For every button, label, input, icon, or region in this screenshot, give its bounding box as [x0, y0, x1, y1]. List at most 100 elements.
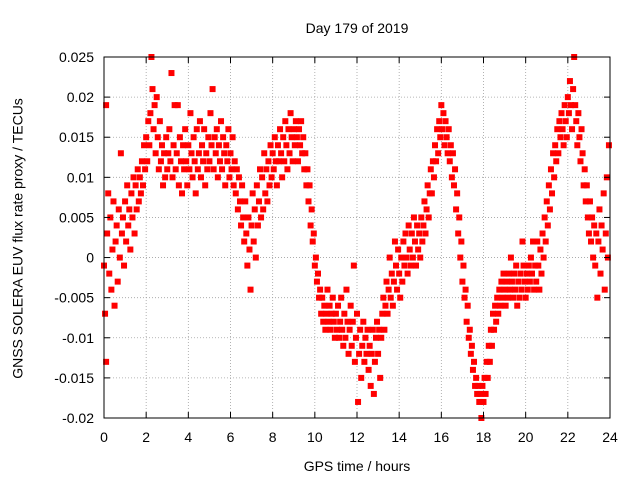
- data-point: [459, 278, 466, 285]
- data-point: [359, 342, 366, 349]
- data-point: [461, 294, 468, 301]
- data-point: [539, 230, 546, 237]
- data-point: [497, 302, 504, 309]
- data-point: [163, 134, 170, 141]
- data-point: [104, 230, 111, 237]
- data-point: [209, 86, 216, 93]
- data-point: [563, 134, 570, 141]
- data-point: [437, 134, 444, 141]
- data-point: [463, 318, 470, 325]
- data-point: [110, 198, 117, 205]
- data-point: [504, 294, 511, 301]
- y-tick-label: 0.02: [67, 89, 94, 105]
- data-point: [519, 238, 526, 245]
- data-point: [182, 126, 189, 133]
- data-point: [395, 246, 402, 253]
- data-point: [258, 214, 265, 221]
- data-point: [196, 118, 203, 125]
- data-point: [394, 286, 401, 293]
- data-point: [308, 206, 315, 213]
- data-point: [208, 142, 215, 149]
- data-point: [263, 166, 270, 173]
- data-point: [447, 142, 454, 149]
- data-point: [329, 294, 336, 301]
- data-point: [215, 142, 222, 149]
- data-point: [195, 150, 202, 157]
- data-point: [477, 390, 484, 397]
- data-point: [115, 206, 122, 213]
- data-point: [438, 102, 445, 109]
- data-point: [260, 206, 267, 213]
- data-point: [402, 230, 409, 237]
- data-point: [575, 110, 582, 117]
- data-point: [406, 246, 413, 253]
- data-points: [101, 54, 612, 421]
- data-point: [313, 278, 320, 285]
- data-point: [423, 206, 430, 213]
- data-point: [303, 182, 310, 189]
- data-point: [111, 302, 118, 309]
- data-point: [551, 174, 558, 181]
- data-point: [322, 326, 329, 333]
- data-point: [166, 126, 173, 133]
- data-point: [444, 150, 451, 157]
- data-point: [390, 278, 397, 285]
- data-point: [597, 270, 604, 277]
- axis-ticks: [103, 56, 611, 419]
- y-tick-label: 0: [86, 250, 94, 266]
- data-point: [596, 206, 603, 213]
- data-point: [164, 166, 171, 173]
- data-point: [230, 182, 237, 189]
- data-point: [286, 150, 293, 157]
- data-point: [214, 174, 221, 181]
- data-point: [124, 182, 131, 189]
- data-point: [435, 150, 442, 157]
- data-point: [565, 110, 572, 117]
- data-point: [464, 302, 471, 309]
- data-point: [593, 230, 600, 237]
- x-tick-labels: 0 2 4 6 8 10 12 14 16 18 20 22 24: [100, 429, 618, 445]
- data-point: [140, 182, 147, 189]
- data-point: [355, 398, 362, 405]
- data-point: [418, 214, 425, 221]
- data-point: [458, 238, 465, 245]
- data-point: [190, 134, 197, 141]
- data-point: [489, 310, 496, 317]
- data-point: [453, 206, 460, 213]
- data-point: [600, 190, 607, 197]
- data-point: [428, 190, 435, 197]
- data-point: [366, 342, 373, 349]
- data-point: [288, 134, 295, 141]
- data-point: [446, 158, 453, 165]
- data-point: [598, 222, 605, 229]
- data-point: [510, 294, 517, 301]
- data-point: [517, 270, 524, 277]
- data-point: [155, 166, 162, 173]
- data-point: [318, 310, 325, 317]
- data-point: [161, 150, 168, 157]
- data-point: [352, 334, 359, 341]
- data-point: [533, 278, 540, 285]
- data-point: [239, 182, 246, 189]
- data-point: [417, 254, 424, 261]
- data-point: [591, 222, 598, 229]
- data-point: [271, 134, 278, 141]
- data-point: [364, 326, 371, 333]
- data-point: [185, 142, 192, 149]
- data-point: [362, 334, 369, 341]
- data-point: [505, 270, 512, 277]
- data-point: [492, 302, 499, 309]
- data-point: [204, 166, 211, 173]
- data-point: [535, 262, 542, 269]
- data-point: [266, 182, 273, 189]
- data-point: [350, 262, 357, 269]
- x-tick-label: 6: [227, 429, 235, 445]
- data-point: [257, 166, 264, 173]
- data-point: [324, 286, 331, 293]
- data-point: [554, 126, 561, 133]
- data-point: [432, 142, 439, 149]
- data-point: [381, 326, 388, 333]
- data-point: [441, 142, 448, 149]
- data-point: [264, 198, 271, 205]
- x-tick-label: 12: [349, 429, 365, 445]
